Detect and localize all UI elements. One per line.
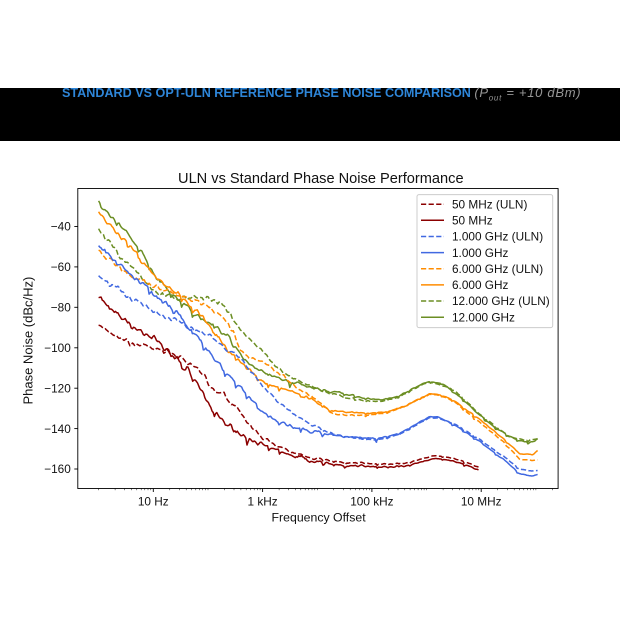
svg-text:−60: −60 bbox=[51, 260, 71, 274]
svg-text:Frequency Offset: Frequency Offset bbox=[272, 510, 367, 524]
svg-text:100 kHz: 100 kHz bbox=[350, 495, 393, 509]
svg-text:ULN vs Standard Phase Noise Pe: ULN vs Standard Phase Noise Performance bbox=[178, 171, 464, 187]
svg-text:Phase Noise (dBc/Hz): Phase Noise (dBc/Hz) bbox=[21, 277, 36, 405]
svg-text:12.000 GHz: 12.000 GHz bbox=[452, 310, 515, 324]
svg-text:50 MHz: 50 MHz bbox=[452, 214, 493, 228]
svg-text:1.000 GHz: 1.000 GHz bbox=[452, 246, 508, 260]
svg-text:−40: −40 bbox=[51, 220, 71, 234]
svg-text:6.000 GHz: 6.000 GHz bbox=[452, 278, 508, 292]
svg-text:−140: −140 bbox=[44, 422, 71, 436]
svg-text:12.000 GHz (ULN): 12.000 GHz (ULN) bbox=[452, 294, 550, 308]
svg-text:10 MHz: 10 MHz bbox=[461, 495, 502, 509]
svg-text:6.000 GHz (ULN): 6.000 GHz (ULN) bbox=[452, 262, 543, 276]
svg-text:−80: −80 bbox=[51, 301, 71, 315]
svg-text:10 Hz: 10 Hz bbox=[138, 495, 169, 509]
svg-text:−160: −160 bbox=[44, 462, 71, 476]
svg-text:−100: −100 bbox=[44, 341, 71, 355]
svg-text:−120: −120 bbox=[44, 381, 71, 395]
svg-text:1.000 GHz (ULN): 1.000 GHz (ULN) bbox=[452, 230, 543, 244]
svg-text:50 MHz (ULN): 50 MHz (ULN) bbox=[452, 197, 527, 211]
svg-text:1 kHz: 1 kHz bbox=[248, 495, 278, 509]
